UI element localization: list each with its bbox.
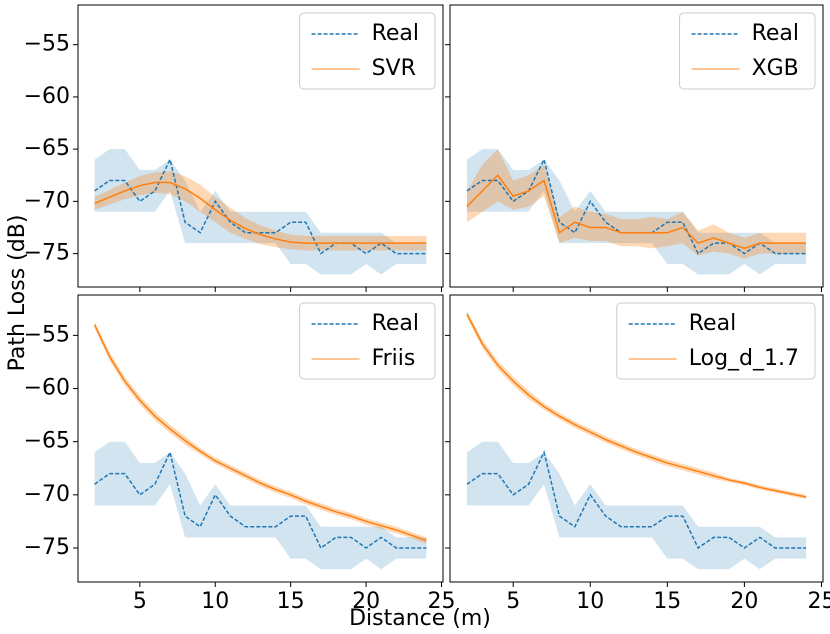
plot-area (466, 149, 807, 275)
x-tick-label: 25 (427, 589, 455, 614)
legend-label: Real (372, 21, 419, 46)
x-tick-label: 5 (506, 589, 520, 614)
legend-box (299, 12, 436, 90)
x-tick-label: 15 (277, 589, 305, 614)
y-tick-label: −60 (24, 84, 70, 109)
axes-frame (449, 4, 824, 288)
x-tick-label: 25 (807, 589, 830, 614)
x-tick-label: 15 (653, 589, 681, 614)
x-tick-label: 20 (730, 589, 758, 614)
line (466, 174, 807, 250)
legend-label: XGB (752, 56, 799, 81)
legend-box (679, 12, 816, 90)
axes-frame (77, 4, 444, 288)
line (466, 450, 807, 550)
y-tick-label: −75 (24, 535, 70, 560)
legend-label: Log_d_1.7 (689, 346, 799, 371)
y-tick-label: −55 (24, 32, 70, 57)
legend: Real XGB (679, 12, 816, 90)
y-tick-label: −65 (24, 136, 70, 161)
panel: −55 −60 −65 −70 −75 5 10 15 20 25 Real Friis (24, 294, 455, 614)
legend: Real Log_d_1.7 (616, 302, 816, 380)
y-tick-label: −70 (24, 482, 70, 507)
x-tick-label: 10 (201, 589, 229, 614)
plot-area (466, 310, 807, 570)
line (466, 313, 807, 498)
axes-frame (449, 294, 824, 583)
y-tick-label: −60 (24, 376, 70, 401)
y-tick-label: −70 (24, 188, 70, 213)
legend: Real SVR (299, 12, 436, 90)
legend: Real Friis (299, 302, 436, 380)
panel: 5 10 15 20 25 Real Log_d_1.7 (445, 294, 830, 614)
x-tick-label: 5 (133, 589, 147, 614)
band (466, 441, 807, 570)
x-tick-label: 10 (576, 589, 604, 614)
line (93, 324, 427, 542)
y-axis-label: Path Loss (dB) (5, 215, 30, 372)
plot-area (93, 321, 427, 570)
y-tick-label: −55 (24, 322, 70, 347)
axes-frame (77, 294, 444, 583)
y-tick-label: −75 (24, 241, 70, 266)
line (94, 181, 427, 244)
legend-box (616, 302, 816, 380)
legend-label: SVR (372, 56, 416, 81)
legend-label: Real (689, 311, 736, 336)
band (466, 149, 807, 259)
x-tick-label: 20 (352, 589, 380, 614)
legend-label: Real (372, 311, 419, 336)
panel: Real XGB (445, 4, 824, 292)
x-axis-label: Distance (m) (349, 606, 491, 631)
line (94, 157, 427, 255)
legend-label: Friis (372, 346, 416, 371)
line (94, 450, 427, 550)
legend-box (299, 302, 436, 380)
legend-label: Real (752, 21, 799, 46)
plot-area (94, 149, 427, 275)
panel: −55 −60 −65 −70 −75 Real SVR (24, 4, 444, 292)
y-tick-label: −65 (24, 429, 70, 454)
